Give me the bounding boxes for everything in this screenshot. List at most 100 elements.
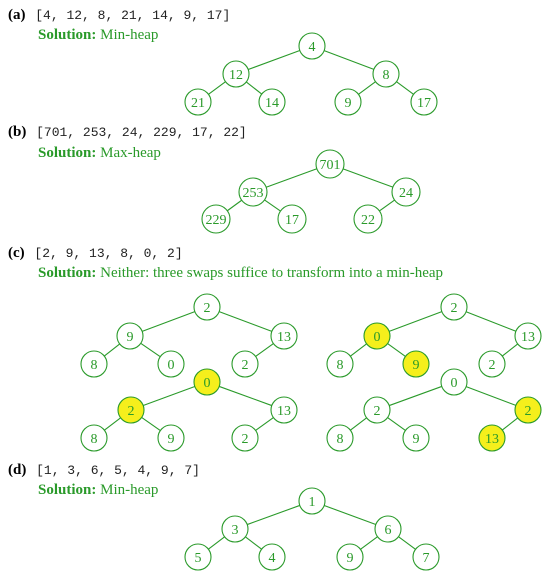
tree-edge <box>342 168 394 188</box>
heap-node: 253 <box>238 177 268 207</box>
node-value: 12 <box>229 68 243 83</box>
heap-node: 6 <box>374 515 402 543</box>
solution-label: Solution: <box>38 265 97 281</box>
node-value: 229 <box>206 213 227 228</box>
solution-text: Min-heap <box>100 482 159 498</box>
node-value: 0 <box>204 376 211 391</box>
node-value: 2 <box>128 404 135 419</box>
node-value: 8 <box>91 432 98 447</box>
tree-edge <box>208 536 225 550</box>
solution-label: Solution: <box>38 145 97 161</box>
node-circle <box>157 350 185 378</box>
highlighted-heap-node: 0 <box>363 322 391 350</box>
node-circle <box>184 543 212 571</box>
solution-label: Solution: <box>38 482 97 498</box>
node-value: 4 <box>309 40 316 55</box>
node-circle <box>402 350 430 378</box>
node-circle <box>402 424 430 452</box>
node-circle <box>193 293 221 321</box>
node-circle <box>353 204 383 234</box>
node-value: 0 <box>451 376 458 391</box>
node-value: 14 <box>265 96 279 111</box>
node-circle <box>514 322 542 350</box>
node-value: 253 <box>243 186 264 201</box>
part-c-solution: Solution: Neither: three swaps suffice t… <box>38 265 443 282</box>
tree-edge <box>255 343 274 357</box>
node-value: 22 <box>361 213 375 228</box>
tree-edge <box>143 385 195 407</box>
node-value: 9 <box>168 432 175 447</box>
heap-node: 14 <box>258 88 286 116</box>
heap-node: 701 <box>315 149 345 179</box>
node-circle <box>440 293 468 321</box>
node-value: 4 <box>269 551 276 566</box>
heap-node: 17 <box>277 204 307 234</box>
heap-node: 9 <box>336 543 364 571</box>
node-value: 17 <box>285 213 299 228</box>
node-circle <box>184 88 212 116</box>
tree-edge <box>465 386 517 406</box>
node-value: 9 <box>413 358 420 373</box>
node-value: 17 <box>417 96 431 111</box>
highlighted-heap-node: 13 <box>478 424 506 452</box>
tree-edge <box>388 311 443 332</box>
node-circle <box>336 543 364 571</box>
node-circle <box>117 396 145 424</box>
node-circle <box>334 88 362 116</box>
node-value: 13 <box>521 330 535 345</box>
tree-edge <box>323 50 375 70</box>
node-circle <box>270 322 298 350</box>
heap-node: 4 <box>258 543 286 571</box>
tree-edge <box>389 385 442 407</box>
node-value: 8 <box>383 68 390 83</box>
heap-node: 8 <box>80 424 108 452</box>
node-value: 2 <box>204 301 211 316</box>
tree-edge <box>350 343 367 357</box>
highlighted-heap-node: 2 <box>514 396 542 424</box>
tree-edge <box>255 417 274 431</box>
heap-tree: 2 0 13 8 9 2 <box>326 293 542 378</box>
node-value: 2 <box>489 358 496 373</box>
node-value: 3 <box>232 523 239 538</box>
node-circle <box>374 515 402 543</box>
node-circle <box>372 60 400 88</box>
heap-node: 2 <box>231 424 259 452</box>
tree-edge <box>141 417 161 431</box>
node-value: 2 <box>525 404 532 419</box>
node-value: 6 <box>385 523 392 538</box>
node-circle <box>514 396 542 424</box>
heap-tree: 701 253 24 229 17 22 <box>201 149 421 234</box>
node-value: 9 <box>413 432 420 447</box>
tree-edge <box>104 417 121 431</box>
node-value: 8 <box>91 358 98 373</box>
heap-node: 8 <box>372 60 400 88</box>
node-value: 2 <box>374 404 381 419</box>
solution-text: Min-heap <box>100 27 159 43</box>
heap-node: 13 <box>270 396 298 424</box>
node-circle <box>238 177 268 207</box>
node-value: 9 <box>347 551 354 566</box>
node-circle <box>116 322 144 350</box>
part-label: (b) <box>8 124 27 140</box>
part-b-solution: Solution: Max-heap <box>38 145 161 162</box>
heap-node: 5 <box>184 543 212 571</box>
node-circle <box>315 149 345 179</box>
node-value: 7 <box>423 551 430 566</box>
heap-node: 9 <box>157 424 185 452</box>
part-d-solution: Solution: Min-heap <box>38 482 158 499</box>
node-circle <box>478 424 506 452</box>
heap-node: 12 <box>222 60 250 88</box>
node-value: 13 <box>485 432 499 447</box>
node-circle <box>412 543 440 571</box>
tree-edge <box>501 343 519 357</box>
node-circle <box>157 424 185 452</box>
node-value: 8 <box>337 432 344 447</box>
heap-node: 2 <box>478 350 506 378</box>
node-circle <box>222 60 250 88</box>
part-b-header: (b) [701, 253, 24, 229, 17, 22] <box>8 124 247 141</box>
tree-edge <box>226 199 243 212</box>
node-value: 8 <box>337 358 344 373</box>
tree-edge <box>140 342 161 358</box>
node-circle <box>231 350 259 378</box>
tree-edge <box>501 417 519 431</box>
